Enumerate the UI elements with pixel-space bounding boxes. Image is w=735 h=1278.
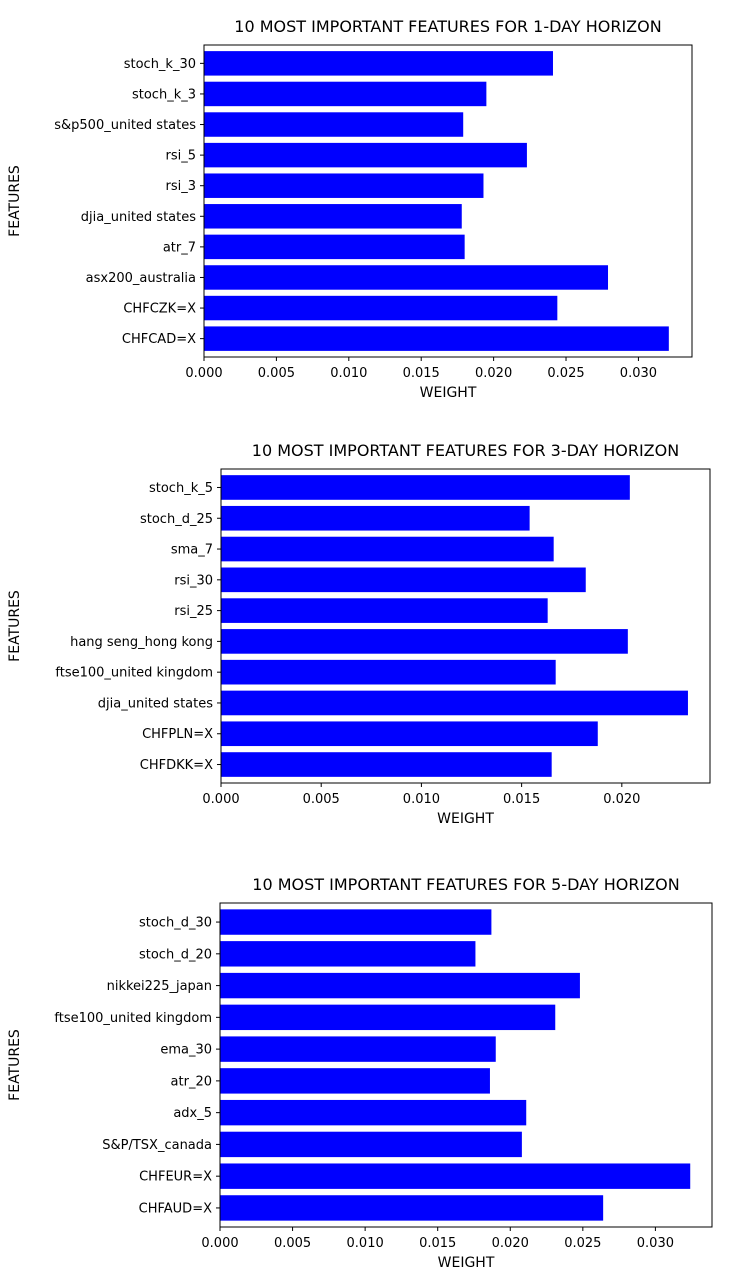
x-tick-label: 0.020	[475, 366, 512, 381]
bar-adx-5	[220, 1099, 527, 1126]
y-tick-label: asx200_australia	[86, 271, 196, 286]
bar-rsi-25	[221, 598, 548, 623]
y-axis-label: FEATURES	[7, 1029, 23, 1101]
plot-frame	[220, 468, 711, 784]
bar-chfcad-x	[204, 326, 669, 351]
x-tick-label: 0.025	[547, 366, 584, 381]
y-tick-label: sma_7	[171, 543, 213, 558]
x-axis-label: WEIGHT	[438, 1255, 495, 1271]
bar-stoch-k-3	[204, 81, 487, 107]
x-tick-label: 0.030	[637, 1236, 674, 1251]
x-tick-label: 0.000	[185, 366, 222, 381]
y-tick-label: s&p500_united states	[54, 118, 196, 133]
bar-ftse100-united-kingdom	[221, 659, 556, 685]
bar-chfdkk-x	[221, 752, 552, 777]
bar-stoch-d-30	[220, 909, 492, 935]
bar-chfczk-x	[204, 295, 558, 321]
bar-nikkei225-japan	[220, 972, 580, 999]
bar-chfaud-x	[220, 1195, 604, 1221]
y-tick-label: ema_30	[160, 1043, 212, 1058]
x-tick-label: 0.020	[492, 1236, 529, 1251]
bar-asx200-australia	[204, 265, 609, 290]
x-tick-label: 0.005	[274, 1236, 311, 1251]
bar-stoch-d-20	[220, 941, 476, 967]
y-tick-label: djia_united states	[81, 210, 196, 225]
bar-rsi-5	[204, 142, 527, 168]
bar-stoch-d-25	[221, 505, 530, 531]
y-tick-label: stoch_d_25	[140, 512, 213, 527]
bar-stoch-k-5	[221, 475, 630, 500]
y-axis-label: FEATURES	[7, 165, 23, 237]
bar-stoch-k-30	[204, 51, 553, 76]
x-tick-label: 0.005	[303, 792, 340, 807]
y-tick-label: S&P/TSX_canada	[102, 1138, 212, 1153]
chart-title: 10 MOST IMPORTANT FEATURES FOR 5-DAY HOR…	[252, 875, 679, 894]
bar-atr-20	[220, 1068, 490, 1094]
plot-frame	[203, 44, 693, 358]
x-tick-label: 0.015	[419, 1236, 456, 1251]
y-axis-label: FEATURES	[7, 590, 23, 662]
chart-title: 10 MOST IMPORTANT FEATURES FOR 1-DAY HOR…	[234, 17, 661, 36]
y-tick-label: rsi_25	[174, 604, 213, 619]
chart-1: 10 MOST IMPORTANT FEATURES FOR 1-DAY HOR…	[7, 17, 693, 401]
y-tick-label: stoch_k_5	[149, 481, 213, 496]
y-tick-label: CHFAUD=X	[139, 1201, 212, 1216]
bar-s-p-tsx-canada	[220, 1131, 522, 1158]
bar-chfpln-x	[221, 721, 598, 747]
x-axis-label: WEIGHT	[420, 385, 477, 401]
y-tick-label: atr_7	[163, 240, 196, 255]
x-tick-label: 0.030	[620, 366, 657, 381]
y-tick-label: nikkei225_japan	[107, 979, 212, 994]
y-tick-label: stoch_k_3	[132, 87, 196, 102]
y-tick-label: hang seng_hong kong	[70, 635, 213, 650]
y-tick-label: CHFDKK=X	[140, 758, 213, 773]
bar-s-p500-united-states	[204, 112, 464, 137]
bar-atr-7	[204, 234, 465, 260]
y-tick-label: stoch_d_30	[139, 916, 212, 931]
x-tick-label: 0.010	[347, 1236, 384, 1251]
y-tick-label: CHFEUR=X	[139, 1170, 212, 1185]
y-tick-label: CHFCAD=X	[122, 332, 196, 347]
chart-2: 10 MOST IMPORTANT FEATURES FOR 3-DAY HOR…	[7, 441, 711, 827]
plot-frame	[219, 902, 713, 1228]
y-tick-label: atr_20	[171, 1074, 212, 1089]
y-tick-label: CHFPLN=X	[142, 727, 213, 742]
bar-djia-united-states	[204, 204, 462, 229]
bar-rsi-30	[221, 567, 586, 593]
x-tick-label: 0.005	[258, 366, 295, 381]
x-tick-label: 0.000	[201, 1236, 238, 1251]
y-tick-label: rsi_3	[165, 179, 196, 194]
bar-djia-united-states	[221, 690, 688, 716]
y-tick-label: rsi_5	[165, 149, 196, 164]
y-tick-label: stoch_d_20	[139, 947, 212, 962]
y-tick-label: stoch_k_30	[124, 57, 196, 72]
y-tick-label: adx_5	[173, 1106, 212, 1121]
bar-ftse100-united-kingdom	[220, 1004, 556, 1031]
x-tick-label: 0.000	[202, 792, 239, 807]
y-tick-label: ftse100_united kingdom	[55, 666, 213, 681]
bar-chfeur-x	[220, 1163, 691, 1189]
x-tick-label: 0.010	[403, 792, 440, 807]
x-tick-label: 0.015	[403, 366, 440, 381]
bar-rsi-3	[204, 173, 484, 198]
x-tick-label: 0.015	[503, 792, 540, 807]
y-tick-label: djia_united states	[98, 696, 213, 711]
y-tick-label: ftse100_united kingdom	[54, 1011, 212, 1026]
chart-title: 10 MOST IMPORTANT FEATURES FOR 3-DAY HOR…	[252, 441, 679, 460]
bar-hang-seng-hong-kong	[221, 629, 628, 654]
bar-sma-7	[221, 536, 554, 562]
x-tick-label: 0.025	[564, 1236, 601, 1251]
y-tick-label: rsi_30	[174, 573, 213, 588]
chart-3: 10 MOST IMPORTANT FEATURES FOR 5-DAY HOR…	[7, 875, 713, 1271]
bar-ema-30	[220, 1036, 496, 1062]
x-tick-label: 0.010	[330, 366, 367, 381]
y-tick-label: CHFCZK=X	[123, 302, 196, 317]
x-tick-label: 0.020	[603, 792, 640, 807]
x-axis-label: WEIGHT	[437, 811, 494, 827]
